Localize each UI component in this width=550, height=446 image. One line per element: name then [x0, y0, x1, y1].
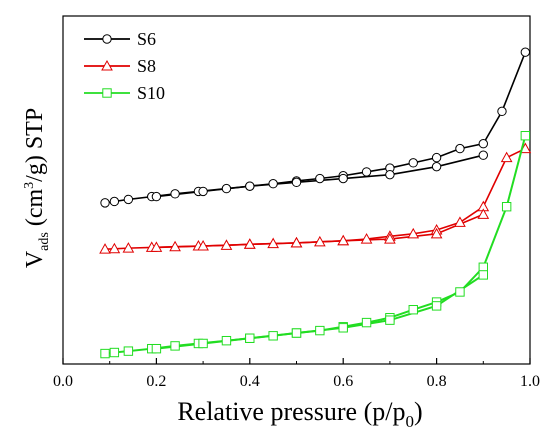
s10-adsorption-point [315, 325, 325, 336]
s6-adsorption-point [170, 189, 180, 199]
legend-marker [102, 34, 112, 44]
s10-adsorption-point [455, 287, 465, 297]
s8-desorption-point [337, 234, 350, 246]
s6-desorption-point [245, 181, 255, 191]
s8-adsorption-point [169, 240, 181, 252]
s10-desorption-point [431, 301, 442, 311]
s10-desorption-point [245, 333, 255, 343]
s10-adsorption-point [361, 317, 372, 328]
plot-frame [62, 15, 531, 365]
s6-adsorption-point [268, 179, 278, 189]
s8-adsorption-point [360, 233, 373, 244]
legend-label: S6 [137, 29, 156, 49]
x-tick-label: 1.0 [520, 373, 540, 390]
legend-item-s10: S10 [84, 83, 165, 103]
s6-adsorption-point [221, 183, 232, 194]
s6-desorption-point [338, 173, 348, 184]
s8-desorption-point [384, 233, 396, 244]
s8-adsorption-point [220, 239, 233, 250]
s6-adsorption-point [497, 106, 507, 117]
series-layer [99, 47, 532, 359]
s6-desorption-point [198, 186, 208, 197]
s10-desorption-point [338, 323, 348, 333]
s6-desorption-point [385, 169, 395, 180]
series-s10 [100, 131, 531, 359]
s6-desorption-point [291, 177, 302, 188]
s10-adsorption-point [520, 131, 531, 141]
s10-desorption-point [291, 328, 302, 338]
s6-desorption-point [478, 150, 488, 160]
s6-desorption-point [151, 191, 162, 202]
s10-adsorption-point [170, 341, 180, 351]
s10-adsorption-point [501, 202, 512, 212]
s8-adsorption-line [105, 147, 526, 250]
s10-desorption-point [198, 338, 208, 349]
s6-adsorption-point [408, 158, 418, 168]
s8-adsorption-point [314, 235, 326, 247]
s10-adsorption-point [268, 331, 278, 341]
y-axis-label-subscript: ads [37, 232, 52, 251]
s10-desorption-point [151, 343, 162, 354]
s8-adsorption-point [122, 242, 135, 253]
s8-desorption-point [197, 239, 209, 251]
legend-label: S8 [137, 56, 156, 76]
s8-adsorption-point [407, 227, 420, 239]
s6-adsorption-point [520, 47, 531, 57]
s6-adsorption-point [361, 167, 372, 177]
s6-adsorption-point [455, 143, 465, 154]
legend-marker [101, 59, 113, 71]
legend-marker [102, 88, 112, 98]
s6-adsorption-point [123, 194, 134, 205]
x-tick-label: 0.0 [53, 373, 73, 390]
s10-desorption-point [478, 270, 489, 280]
x-axis-ticks: 0.0 0.2 0.4 0.6 0.8 1.0 [53, 358, 540, 390]
series-s8 [99, 142, 532, 254]
s10-desorption-line [156, 274, 484, 350]
s8-adsorption-point [99, 243, 111, 254]
legend: S6 S8 S10 [84, 29, 165, 103]
s8-desorption-point [430, 227, 443, 239]
s6-adsorption-point [478, 139, 488, 149]
y-axis-label-superscript: 3 [22, 182, 37, 189]
x-tick-label: 0.2 [146, 373, 166, 390]
s6-adsorption-point [109, 196, 120, 207]
s8-adsorption-point [500, 151, 513, 163]
s10-desorption-point [385, 315, 395, 325]
s10-adsorption-point [100, 348, 110, 359]
s10-adsorption-point [123, 346, 134, 356]
s10-adsorption-point [478, 262, 489, 272]
s8-adsorption-point [267, 237, 279, 249]
s10-adsorption-point [408, 305, 418, 315]
s8-desorption-point [290, 236, 303, 248]
s8-adsorption-point [454, 216, 466, 227]
s10-adsorption-point [109, 347, 120, 358]
s8-desorption-point [150, 241, 163, 252]
s8-desorption-point [477, 208, 490, 219]
legend-item-s6: S6 [84, 29, 156, 49]
x-axis-label-subscript: 0 [405, 412, 414, 431]
s6-desorption-point [431, 161, 442, 172]
s6-adsorption-point [100, 198, 110, 208]
x-tick-label: 0.4 [240, 373, 260, 390]
legend-item-s8: S8 [84, 56, 156, 76]
s8-desorption-point [243, 238, 256, 249]
legend-label: S10 [137, 83, 165, 103]
x-tick-label: 0.8 [427, 373, 447, 390]
s10-adsorption-point [221, 335, 232, 346]
s6-adsorption-point [315, 173, 325, 184]
series-s6 [100, 47, 531, 208]
x-axis-label: Relative pressure (p/p0) [177, 397, 422, 431]
y-axis-label: Vads (cm3/g) STP [22, 108, 52, 268]
x-tick-label: 0.6 [333, 373, 353, 390]
s6-adsorption-point [431, 152, 442, 163]
s8-adsorption-point [108, 242, 121, 254]
